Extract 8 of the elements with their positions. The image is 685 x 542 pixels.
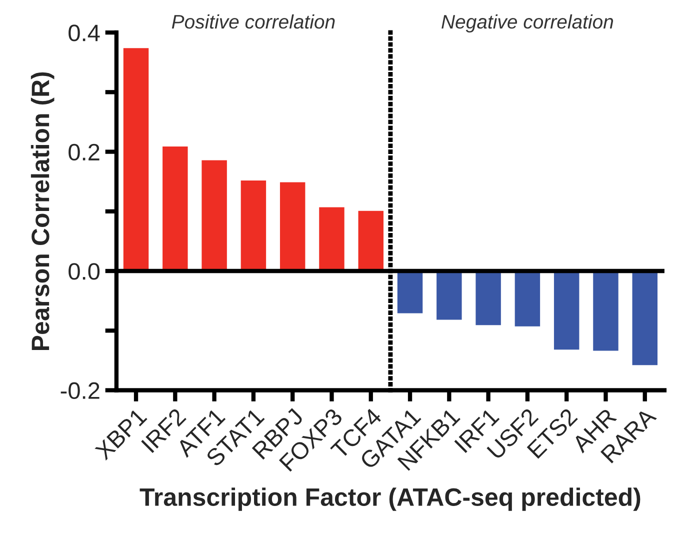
text: Negative correlation (442, 14, 614, 33)
y-tick-label: -0.2 (60, 382, 100, 400)
x-axis-title: Transcription Factor (ATAC-seq predicted) (140, 488, 640, 511)
y-tick-label: 0.0 (68, 263, 100, 280)
y-tick-label: 0.2 (68, 144, 100, 161)
text: Positive correlation (172, 14, 335, 29)
y-tick-label: 0.4 (68, 24, 100, 42)
y-axis-title: Pearson Correlation (R) (30, 72, 54, 350)
